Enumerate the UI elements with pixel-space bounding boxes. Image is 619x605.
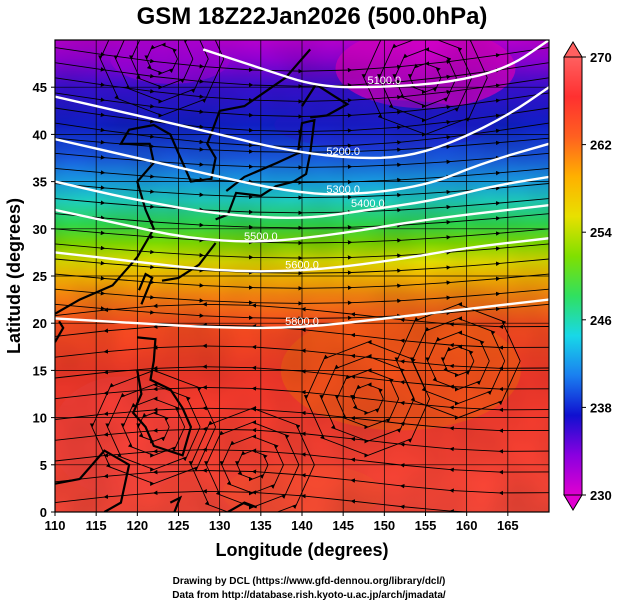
x-tick-label: 155 bbox=[415, 518, 437, 533]
y-tick-label: 40 bbox=[33, 127, 47, 142]
contour-label: 5500.0 bbox=[244, 231, 278, 243]
colorbar-tick-label: 246 bbox=[590, 313, 612, 328]
contour-line bbox=[55, 298, 549, 330]
y-tick-label: 30 bbox=[33, 222, 47, 237]
anticyclone-streamline bbox=[303, 339, 431, 458]
colorbar-tick-label: 270 bbox=[590, 50, 612, 65]
coastline bbox=[169, 495, 183, 512]
colorbar-tick-label: 262 bbox=[590, 138, 612, 153]
coastline bbox=[227, 501, 258, 512]
chart-title: GSM 18Z22Jan2026 (500.0hPa) bbox=[137, 3, 488, 30]
contour-label: 5600.0 bbox=[285, 259, 319, 271]
coastline bbox=[131, 336, 193, 457]
y-tick-label: 35 bbox=[33, 175, 47, 190]
y-tick-label: 25 bbox=[33, 269, 47, 284]
y-tick-label: 10 bbox=[33, 411, 47, 426]
cyclone-streamline bbox=[361, 40, 488, 137]
cyclone-streamline bbox=[98, 40, 225, 118]
y-axis: 0 5 10 15 20 25 30 35 40 45 bbox=[33, 80, 55, 520]
x-tick-label: 130 bbox=[209, 518, 231, 533]
colorbar-min-arrow bbox=[563, 494, 583, 511]
colorbar-tick-label: 238 bbox=[590, 400, 612, 415]
x-tick-label: 145 bbox=[332, 518, 354, 533]
contour-line bbox=[202, 40, 549, 89]
anticyclone-streamline bbox=[89, 368, 217, 486]
x-tick-label: 165 bbox=[497, 518, 519, 533]
x-axis-label: Longitude (degrees) bbox=[215, 540, 388, 560]
contour-line bbox=[55, 137, 549, 196]
contour-line bbox=[55, 237, 549, 273]
coastline bbox=[55, 48, 312, 315]
x-tick-label: 150 bbox=[373, 518, 395, 533]
contour-line bbox=[55, 175, 549, 219]
coastline bbox=[55, 449, 131, 512]
x-tick-label: 125 bbox=[168, 518, 190, 533]
x-tick-label: 120 bbox=[126, 518, 148, 533]
x-tick-label: 160 bbox=[456, 518, 478, 533]
plot-area: 5100.0 5200.0 5300.0 5400.0 5500.0 5600.0 5800… bbox=[55, 40, 549, 512]
x-tick-label: 140 bbox=[291, 518, 313, 533]
contour-line bbox=[55, 204, 549, 243]
y-tick-label: 45 bbox=[33, 80, 47, 95]
contour-line bbox=[55, 86, 549, 160]
coastline bbox=[161, 242, 217, 282]
y-tick-label: 0 bbox=[40, 505, 47, 520]
y-axis-label: Latitude (degrees) bbox=[4, 198, 24, 354]
x-tick-label: 115 bbox=[86, 518, 107, 533]
credit-data: Data from http://database.rish.kyoto-u.a… bbox=[172, 590, 446, 601]
colorbar: 230 238 246 254 262 270 bbox=[563, 41, 612, 511]
contour-label: 5800.0 bbox=[285, 316, 319, 328]
x-tick-label: 135 bbox=[250, 518, 272, 533]
colorbar-max-arrow bbox=[563, 41, 583, 58]
x-tick-label: 110 bbox=[45, 518, 66, 533]
y-tick-label: 5 bbox=[40, 458, 47, 473]
colorbar-tick-label: 254 bbox=[590, 225, 612, 240]
credit-drawing: Drawing by DCL (https://www.gfd-dennou.o… bbox=[173, 576, 446, 587]
coastline bbox=[301, 82, 350, 119]
y-tick-label: 20 bbox=[33, 316, 47, 331]
y-tick-label: 15 bbox=[33, 363, 47, 378]
colorbar-gradient bbox=[563, 56, 583, 496]
height-contours: 5100.0 5200.0 5300.0 5400.0 5500.0 5600.0 5800… bbox=[55, 40, 549, 330]
contour-label: 5200.0 bbox=[326, 146, 360, 158]
contour-label: 5300.0 bbox=[326, 184, 360, 196]
contour-label: 5400.0 bbox=[351, 198, 385, 210]
x-axis: 110 115 120 125 130 135 140 145 150 155 160 165 bbox=[45, 512, 519, 533]
contour-label: 5100.0 bbox=[368, 75, 402, 87]
colorbar-tick-label: 230 bbox=[590, 488, 612, 503]
